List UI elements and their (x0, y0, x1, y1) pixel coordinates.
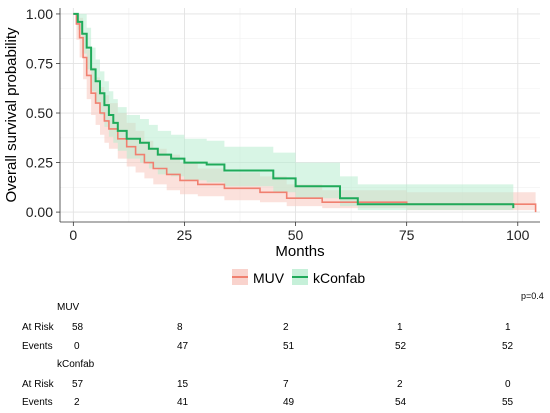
risk-cell: 41 (177, 397, 189, 408)
risk-cell: 52 (502, 341, 514, 352)
risk-cell: 2 (74, 397, 80, 408)
x-tick-label: 25 (177, 227, 193, 243)
risk-cell: 8 (177, 322, 183, 333)
risk-cell: 0 (505, 379, 511, 390)
risk-cell: 54 (395, 397, 407, 408)
x-tick-label: 50 (288, 227, 304, 243)
legend-label: kConfab (313, 270, 365, 286)
risk-cell: 57 (72, 379, 84, 390)
y-tick-label: 0.50 (26, 105, 53, 121)
risk-row-label: At Risk (22, 322, 54, 333)
y-tick-label: 1.00 (26, 6, 53, 22)
risk-row-label: Events (22, 397, 53, 408)
p-value: p=0.4 (521, 291, 544, 301)
risk-cell: 2 (283, 322, 289, 333)
y-tick-label: 0.00 (26, 204, 53, 220)
risk-cell: 1 (505, 322, 511, 333)
risk-cell: 15 (177, 379, 189, 390)
risk-group-title-muv: MUV (57, 302, 80, 313)
risk-cell: 58 (72, 322, 84, 333)
risk-cell: 7 (283, 379, 289, 390)
survival-chart: 0.00 0.25 0.50 0.75 1.00 0 25 50 75 100 Months Over… (3, 6, 540, 286)
risk-cell: 52 (395, 341, 407, 352)
y-axis-label: Overall survival probability (3, 27, 20, 203)
risk-cell: 2 (397, 379, 403, 390)
risk-cell: 49 (283, 397, 295, 408)
y-tick-label: 0.25 (26, 155, 53, 171)
survival-line-muv (73, 13, 537, 213)
risk-row-label: At Risk (22, 379, 54, 390)
risk-cell: 51 (283, 341, 295, 352)
legend-label: MUV (253, 270, 285, 286)
risk-cell: 0 (74, 341, 80, 352)
risk-cell: 1 (397, 322, 403, 333)
risk-row-label: Events (22, 341, 53, 352)
x-tick-label: 100 (506, 227, 530, 243)
x-axis-label: Months (275, 243, 324, 260)
survival-line-kconfab (73, 12, 515, 209)
risk-cell: 47 (177, 341, 189, 352)
confidence-band-kconfab (73, 13, 514, 213)
risk-cell: 55 (502, 397, 514, 408)
x-tick-label: 75 (399, 227, 415, 243)
x-tick-label: 0 (69, 227, 77, 243)
risk-group-title-kconfab: kConfab (57, 359, 95, 370)
y-tick-label: 0.75 (26, 55, 53, 71)
